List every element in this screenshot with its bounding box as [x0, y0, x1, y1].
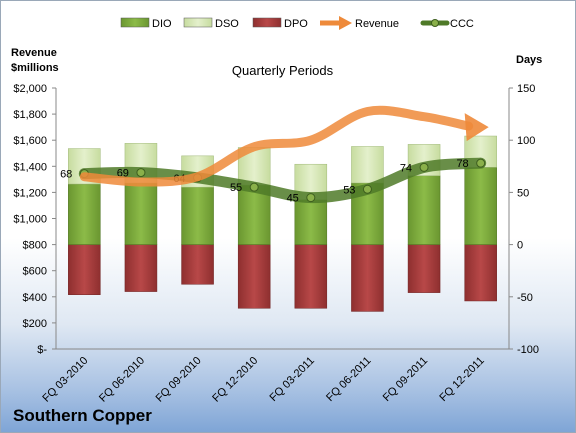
left-tick-label: $1,200: [13, 187, 47, 199]
right-tick-label: 50: [517, 187, 529, 199]
company-name: Southern Copper: [13, 406, 152, 425]
legend-swatch-dpo: [252, 17, 282, 28]
legend-label-revenue: Revenue: [355, 18, 399, 30]
bar-dpo: [464, 244, 497, 302]
left-tick-label: $1,400: [13, 161, 47, 173]
category-label: FQ 06-2010: [97, 355, 147, 405]
category-label: FQ 03-2011: [268, 355, 317, 404]
bar-dio: [464, 167, 497, 245]
legend-swatch-dso: [183, 17, 213, 28]
category-label: FQ 09-2011: [381, 355, 430, 404]
ccc-point: [306, 193, 316, 203]
chart-title: Quarterly Periods: [232, 63, 334, 78]
left-tick-label: $-: [37, 344, 47, 356]
left-tick-label: $400: [23, 292, 47, 304]
right-tick-label: 150: [517, 83, 535, 95]
ccc-point: [136, 168, 146, 178]
left-tick-label: $800: [23, 240, 47, 252]
right-tick-label: 100: [517, 135, 535, 147]
bar-dso: [351, 146, 384, 184]
left-tick-label: $600: [23, 266, 47, 278]
left-tick-label: $200: [23, 318, 47, 330]
left-tick-label: $1,800: [13, 109, 47, 121]
legend-swatch-dio: [120, 17, 150, 28]
left-axis-title-line2: $millions: [11, 62, 59, 74]
bar-dpo: [237, 244, 271, 309]
right-tick-label: 0: [517, 240, 523, 252]
ccc-point: [362, 184, 372, 194]
bar-dpo: [351, 244, 384, 312]
right-axis-title: Days: [516, 54, 542, 66]
revenue-arrowhead: [464, 113, 489, 142]
bar-dpo: [294, 244, 328, 309]
category-label: FQ 12-2011: [437, 355, 486, 404]
category-label: FQ 09-2010: [154, 355, 204, 405]
bar-dio: [294, 199, 328, 245]
category-label: FQ 12-2010: [210, 355, 260, 405]
bar-dio: [124, 182, 158, 245]
right-tick-label: -50: [517, 292, 533, 304]
bar-dpo: [68, 244, 101, 295]
bar-dpo: [181, 244, 214, 285]
legend-revenue-arrowhead: [339, 16, 352, 30]
ccc-data-label: 68: [60, 169, 72, 181]
left-axis-title-line1: Revenue: [11, 47, 57, 59]
bar-dio: [68, 183, 101, 245]
left-tick-label: $2,000: [13, 83, 47, 95]
bar-dpo: [124, 244, 158, 292]
legend-ccc-marker: [431, 19, 439, 27]
ccc-point: [419, 162, 429, 172]
ccc-data-label: 78: [456, 158, 468, 170]
bar-dio: [181, 186, 214, 245]
bar-dio: [407, 175, 441, 245]
ccc-line: [78, 157, 487, 204]
revenue-line: [79, 105, 474, 187]
ccc-data-label: 45: [287, 193, 299, 205]
bar-dpo: [407, 244, 441, 293]
ccc-data-label: 53: [343, 184, 355, 196]
ccc-data-label: 55: [230, 182, 242, 194]
ccc-point: [476, 158, 486, 168]
legend-label-dio: DIO: [152, 18, 172, 30]
legend-label-ccc: CCC: [450, 18, 474, 30]
ccc-data-label: 74: [400, 162, 412, 174]
ccc-point: [249, 182, 259, 192]
left-tick-label: $1,600: [13, 135, 47, 147]
category-label: FQ 06-2011: [324, 355, 373, 404]
category-label: FQ 03-2010: [40, 355, 90, 405]
left-tick-label: $1,000: [13, 214, 47, 226]
legend-label-dso: DSO: [215, 18, 239, 30]
right-tick-label: -100: [517, 344, 539, 356]
legend-label-dpo: DPO: [284, 18, 308, 30]
